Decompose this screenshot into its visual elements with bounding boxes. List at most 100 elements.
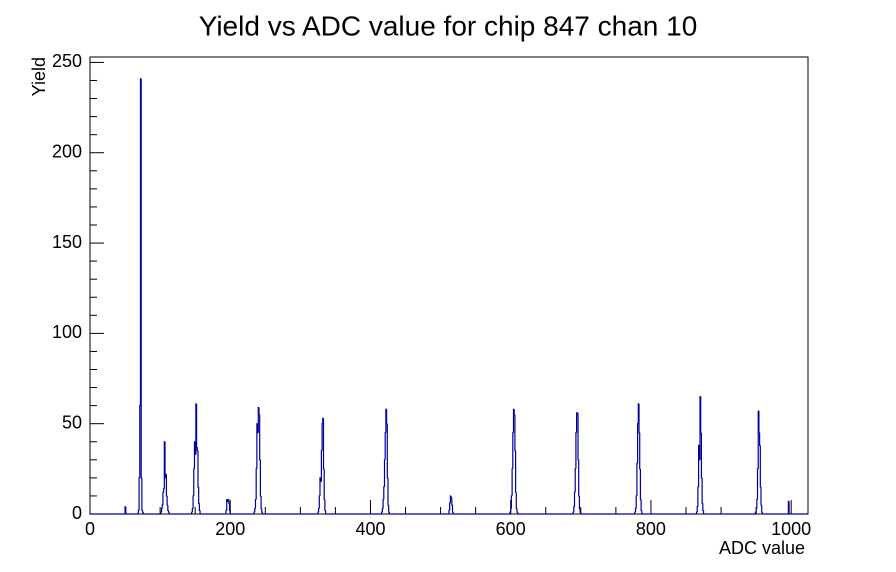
histogram-bin (639, 468, 642, 501)
histogram-bin (702, 503, 704, 511)
histogram-bin (386, 423, 388, 479)
histogram-bin (195, 403, 197, 455)
histogram-bin (160, 507, 163, 513)
x-tick-label: 200 (215, 519, 245, 539)
histogram-bin (385, 408, 387, 433)
histogram-bin (634, 507, 637, 513)
histogram-bin (167, 504, 169, 511)
histogram-bin (759, 445, 762, 488)
y-tick-label: 100 (52, 322, 82, 342)
y-tick-label: 200 (52, 141, 82, 161)
histogram-bin (451, 504, 454, 513)
histogram-bin (318, 495, 320, 509)
histogram-bin (450, 495, 452, 499)
histogram-bin (388, 504, 390, 513)
histogram-bin (514, 414, 516, 452)
histogram-bin (516, 508, 518, 513)
histogram-bin (199, 510, 227, 515)
histogram-bin (634, 511, 636, 514)
histogram-bin (577, 412, 579, 461)
histogram-bin (382, 498, 384, 509)
x-tick-label: 0 (85, 519, 95, 539)
histogram-bin (198, 503, 201, 511)
histogram-bin (226, 499, 229, 502)
histogram-bin (761, 504, 763, 513)
histogram-bin (640, 499, 642, 511)
histogram-bin (759, 432, 761, 446)
histogram-bin (229, 510, 255, 515)
histogram-bin (758, 411, 760, 434)
histogram-bin (575, 432, 577, 469)
histogram-bin (761, 512, 789, 515)
histogram-bin (579, 508, 581, 513)
histogram-bin (578, 495, 581, 510)
histogram-bin (512, 432, 514, 469)
histogram-bin (254, 498, 257, 509)
histogram-bin (125, 506, 139, 515)
histogram-bin (323, 468, 325, 501)
histogram-bin (449, 502, 451, 511)
histogram-bin (167, 510, 170, 513)
y-tick-label: 150 (52, 232, 82, 252)
histogram-bin (635, 495, 637, 509)
histogram-bin (225, 509, 227, 514)
histogram-bin (754, 511, 757, 514)
y-tick-label: 0 (72, 503, 82, 523)
x-tick-label: 800 (636, 519, 666, 539)
histogram-bin (198, 486, 200, 504)
histogram-bin (141, 510, 144, 513)
histogram-bin (515, 450, 517, 493)
x-axis-label: ADC value (719, 538, 805, 558)
histogram-bin (448, 509, 450, 514)
histogram-bin (321, 423, 323, 451)
histogram-bin (383, 459, 386, 487)
histogram-bin (322, 418, 325, 470)
histogram-bin (197, 450, 199, 488)
histogram-bin (700, 396, 702, 434)
histogram-bin (192, 495, 194, 509)
histogram-bin (573, 491, 576, 507)
x-tick-label: 400 (355, 519, 385, 539)
histogram-bin (226, 498, 228, 511)
histogram-bin (452, 512, 511, 515)
histogram-bin (701, 477, 703, 504)
histogram-bin (258, 407, 260, 416)
histogram-bin (573, 506, 575, 513)
histogram-bin (195, 403, 198, 448)
histogram-bin (578, 459, 580, 497)
histogram-bin (510, 507, 512, 513)
x-tick-label: 600 (496, 519, 526, 539)
histogram-bin (637, 403, 640, 424)
histogram-bin (168, 512, 192, 515)
chart-title: Yield vs ADC value for chip 847 chan 10 (199, 10, 698, 41)
histogram-bin (139, 405, 141, 478)
histogram-bin (165, 474, 168, 497)
histogram-bin (580, 512, 635, 515)
histogram-bin (639, 432, 641, 470)
histogram-bin (576, 412, 578, 433)
histogram-bin (228, 503, 231, 511)
histogram-bin (253, 511, 255, 514)
histogram-bin (381, 511, 383, 514)
histogram-bin (196, 447, 198, 452)
histogram-bin (641, 510, 697, 515)
histogram-bin (162, 491, 164, 505)
histogram-bin (324, 510, 382, 515)
histogram-bin (572, 511, 574, 514)
histogram-bin (695, 511, 698, 514)
histogram-bin (384, 432, 386, 460)
histogram-bin (510, 495, 513, 509)
histogram-bin (317, 507, 320, 513)
histogram-bin (697, 486, 699, 507)
histogram-bin (161, 504, 163, 509)
histogram-bin (255, 468, 257, 500)
histogram-bin (191, 511, 193, 514)
histogram-bin (193, 441, 196, 469)
histogram-bin (760, 486, 762, 506)
histogram-bin (509, 511, 511, 514)
histogram-bin (193, 468, 195, 496)
histogram-bin (227, 498, 229, 502)
histogram-bin (259, 459, 262, 497)
histogram-bin (261, 512, 318, 515)
